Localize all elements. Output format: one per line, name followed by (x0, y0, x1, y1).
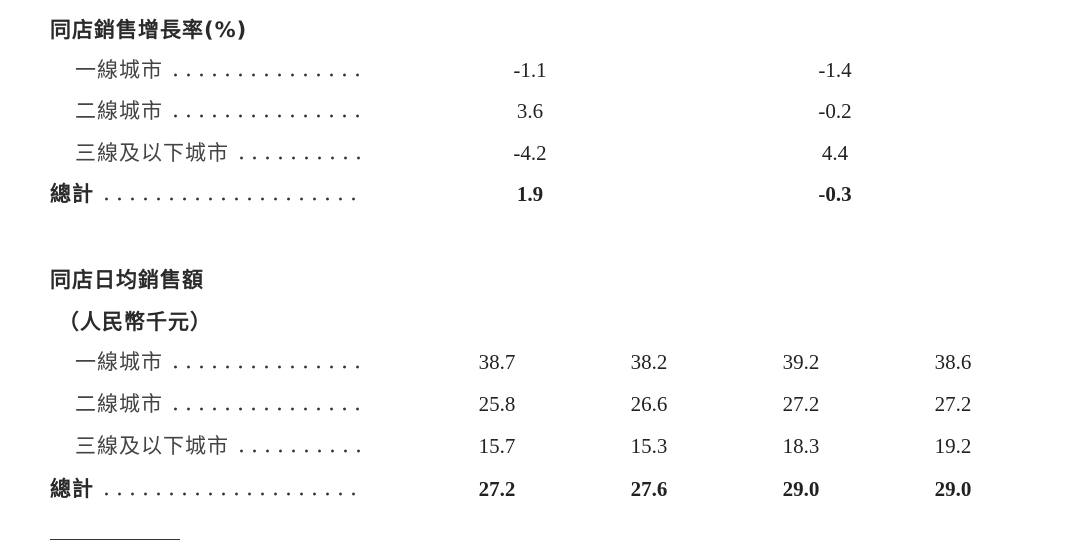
cell-value: 26.6 (630, 392, 668, 416)
cell-value: -0.2 (818, 99, 852, 123)
cell-value: 4.4 (821, 141, 849, 165)
section-unit: （人民幣千元） (58, 310, 212, 334)
cell-value: 38.7 (478, 350, 516, 374)
total-row: 總計 27.2 27.6 29.0 29.0 (0, 474, 1080, 504)
section-title: 同店日均銷售額 (50, 268, 204, 292)
row-label: 總計 (50, 182, 94, 206)
cell-value: 27.2 (478, 477, 516, 501)
cell-value: 29.0 (934, 477, 972, 501)
cell-value: -0.3 (818, 182, 852, 206)
row-label: 一線城市 (75, 350, 163, 374)
cell-value: 27.6 (630, 477, 668, 501)
dot-leader (169, 73, 365, 77)
cell-value: 15.7 (478, 434, 516, 458)
row-label: 二線城市 (75, 99, 163, 123)
cell-value: -1.1 (513, 58, 547, 82)
section-title: 同店銷售增長率(%) (50, 18, 248, 42)
cell-value: 29.0 (782, 477, 820, 501)
cell-value: 39.2 (782, 350, 820, 374)
cell-value: 18.3 (782, 434, 820, 458)
cell-value: -4.2 (513, 141, 547, 165)
table-row: 一線城市 -1.1 -1.4 (0, 55, 1080, 85)
dot-leader (169, 114, 365, 118)
table-row: 三線及以下城市 15.7 15.3 18.3 19.2 (0, 431, 1080, 461)
cell-value: 27.2 (782, 392, 820, 416)
table-row: 二線城市 25.8 26.6 27.2 27.2 (0, 389, 1080, 419)
table-row: 三線及以下城市 -4.2 4.4 (0, 138, 1080, 168)
total-row: 總計 1.9 -0.3 (0, 179, 1080, 209)
dot-leader (100, 492, 365, 496)
row-label: 二線城市 (75, 392, 163, 416)
cell-value: 27.2 (934, 392, 972, 416)
cell-value: 38.6 (934, 350, 972, 374)
dot-leader (169, 407, 365, 411)
cell-value: 38.2 (630, 350, 668, 374)
table-row: 一線城市 38.7 38.2 39.2 38.6 (0, 347, 1080, 377)
dot-leader (169, 365, 365, 369)
cell-value: 25.8 (478, 392, 516, 416)
dot-leader (100, 197, 365, 201)
row-label: 三線及以下城市 (75, 434, 229, 458)
cell-value: 15.3 (630, 434, 668, 458)
table-row: 二線城市 3.6 -0.2 (0, 96, 1080, 126)
cell-value: -1.4 (818, 58, 852, 82)
dot-leader (235, 156, 365, 160)
dot-leader (235, 449, 365, 453)
cell-value: 1.9 (516, 182, 544, 206)
row-label: 三線及以下城市 (75, 141, 229, 165)
cell-value: 19.2 (934, 434, 972, 458)
footnote-divider (50, 539, 180, 540)
cell-value: 3.6 (516, 99, 544, 123)
row-label: 一線城市 (75, 58, 163, 82)
row-label: 總計 (50, 477, 94, 501)
